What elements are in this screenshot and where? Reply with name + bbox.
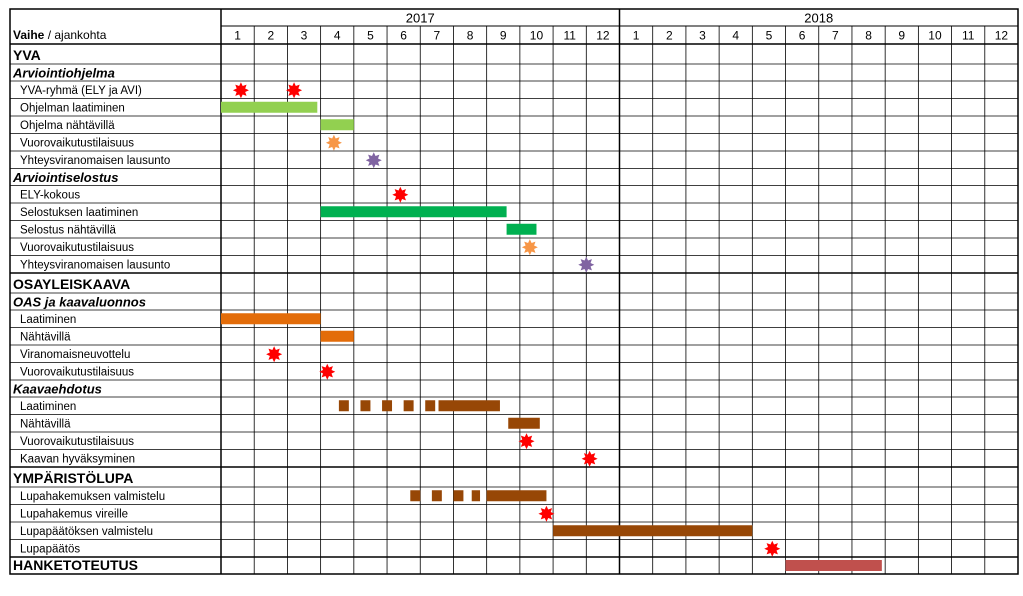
- task-label: Vuorovaikutustilaisuus: [20, 367, 134, 379]
- subsection-label: Arviointiohjelma: [12, 66, 115, 81]
- month-label: 7: [832, 29, 839, 43]
- milestone-star: [365, 152, 382, 169]
- gantt-bar: [382, 400, 393, 412]
- gantt-bar: [221, 313, 321, 325]
- month-label: 2: [666, 29, 673, 43]
- gantt-bar: [221, 101, 318, 113]
- task-label: Lupapäätös: [20, 544, 80, 556]
- section-label: OSAYLEISKAAVA: [13, 276, 130, 292]
- milestone-star: [521, 239, 538, 256]
- gantt-bar: [506, 223, 537, 235]
- milestone-star: [578, 256, 595, 273]
- month-label: 11: [962, 29, 975, 43]
- milestone-star: [581, 450, 598, 467]
- gantt-bar: [320, 119, 354, 131]
- task-label: Vuorovaikutustilaisuus: [20, 138, 134, 150]
- gantt-bar: [785, 560, 882, 571]
- month-label: 12: [596, 29, 610, 43]
- month-label: 10: [928, 29, 942, 43]
- task-label: Selostus nähtävillä: [20, 225, 116, 237]
- milestone-star: [232, 82, 249, 99]
- gantt-bar: [425, 400, 436, 412]
- task-label: Lupahakemuksen valmistelu: [20, 491, 165, 503]
- subsection-label: OAS ja kaavaluonnos: [13, 295, 146, 310]
- gantt-bar: [360, 400, 371, 412]
- month-label: 9: [898, 29, 905, 43]
- task-label: Vuorovaikutustilaisuus: [20, 242, 134, 254]
- gantt-bar: [338, 400, 349, 412]
- task-label: Nähtävillä: [20, 332, 71, 344]
- gantt-bar: [553, 525, 753, 537]
- month-label: 5: [367, 29, 374, 43]
- gantt-bar: [403, 400, 414, 412]
- gantt-bar: [471, 490, 481, 502]
- gantt-bar: [320, 206, 507, 218]
- milestone-star: [518, 433, 535, 450]
- task-label: ELY-kokous: [20, 190, 80, 202]
- month-label: 7: [434, 29, 441, 43]
- milestone-star: [325, 134, 342, 151]
- month-label: 6: [400, 29, 407, 43]
- subsection-label: Arviointiselostus: [12, 170, 118, 185]
- milestone-star: [392, 186, 409, 203]
- task-label: Laatiminen: [20, 401, 76, 413]
- task-label: Yhteysviranomaisen lausunto: [20, 155, 170, 167]
- task-label: Ohjelman laatiminen: [20, 103, 125, 115]
- month-label: 3: [699, 29, 706, 43]
- month-label: 8: [865, 29, 872, 43]
- month-label: 8: [467, 29, 474, 43]
- milestone-star: [319, 363, 336, 380]
- month-label: 4: [732, 29, 739, 43]
- gantt-bar: [431, 490, 442, 502]
- task-label: Kaavan hyväksyminen: [20, 454, 135, 466]
- gantt-bar: [486, 490, 547, 502]
- year-label: 2018: [804, 11, 833, 26]
- task-label: Lupapäätöksen valmistelu: [20, 526, 153, 538]
- milestone-star: [538, 505, 555, 522]
- task-label: Yhteysviranomaisen lausunto: [20, 260, 170, 272]
- month-label: 9: [500, 29, 507, 43]
- task-label: Vuorovaikutustilaisuus: [20, 436, 134, 448]
- month-label: 1: [633, 29, 640, 43]
- section-label: HANKETOTEUTUS: [13, 557, 138, 573]
- header-label: Vaihe / ajankohta: [13, 28, 107, 42]
- task-label: Lupahakemus vireille: [20, 509, 128, 521]
- gantt-bar: [453, 490, 464, 502]
- header-label-rest: / ajankohta: [44, 28, 106, 42]
- gantt-bar: [508, 417, 540, 429]
- section-label: YVA: [13, 47, 41, 63]
- milestone-star: [764, 540, 781, 557]
- month-label: 6: [799, 29, 806, 43]
- header-label-bold: Vaihe: [13, 28, 45, 42]
- chart-frame: [9, 8, 1019, 575]
- milestone-star: [286, 82, 303, 99]
- task-label: Selostuksen laatiminen: [20, 207, 138, 219]
- month-label: 3: [301, 29, 308, 43]
- task-label: Laatiminen: [20, 314, 76, 326]
- gantt-bar: [320, 330, 354, 342]
- year-label: 2017: [406, 11, 435, 26]
- task-label: Nähtävillä: [20, 419, 71, 431]
- gantt-bar: [438, 400, 500, 412]
- month-label: 10: [530, 29, 544, 43]
- milestone-star: [266, 346, 283, 363]
- section-label: YMPÄRISTÖLUPA: [13, 470, 133, 486]
- month-label: 4: [334, 29, 341, 43]
- month-label: 12: [995, 29, 1009, 43]
- task-label: Ohjelma nähtävillä: [20, 120, 115, 132]
- gantt-bar: [410, 490, 421, 502]
- month-label: 11: [563, 29, 576, 43]
- month-label: 1: [234, 29, 241, 43]
- subsection-label: Kaavaehdotus: [13, 382, 102, 397]
- month-label: 5: [766, 29, 773, 43]
- task-label: YVA-ryhmä (ELY ja AVI): [20, 85, 142, 97]
- month-label: 2: [267, 29, 274, 43]
- task-label: Viranomaisneuvottelu: [20, 349, 130, 361]
